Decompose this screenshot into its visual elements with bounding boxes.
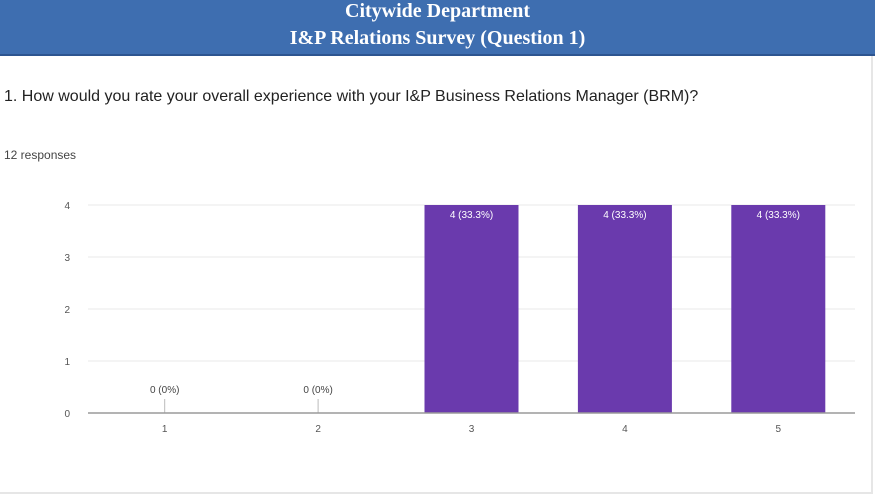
bar: [424, 205, 519, 413]
x-tick-label: 3: [469, 424, 475, 435]
x-tick-label: 1: [162, 424, 168, 435]
data-label: 0 (0%): [150, 385, 179, 396]
data-label: 4 (33.3%): [450, 210, 493, 221]
data-label: 4 (33.3%): [757, 210, 800, 221]
bar: [577, 205, 672, 413]
data-label: 4 (33.3%): [603, 210, 646, 221]
data-label: 0 (0%): [303, 385, 332, 396]
page-header: Citywide Department I&P Relations Survey…: [0, 0, 875, 56]
header-title-line-1: Citywide Department: [345, 0, 530, 22]
header-title-line-2: I&P Relations Survey (Question 1): [289, 27, 586, 49]
response-count: 12 responses: [4, 148, 77, 162]
y-tick-label: 0: [64, 409, 70, 420]
x-tick-label: 5: [776, 424, 782, 435]
bar: [731, 205, 826, 413]
y-tick-label: 3: [64, 253, 70, 264]
x-tick-label: 4: [622, 424, 628, 435]
y-tick-label: 2: [64, 305, 70, 316]
y-tick-label: 4: [64, 201, 70, 212]
x-tick-label: 2: [315, 424, 321, 435]
y-tick-label: 1: [64, 357, 70, 368]
question-text: 1. How would you rate your overall exper…: [4, 88, 699, 105]
